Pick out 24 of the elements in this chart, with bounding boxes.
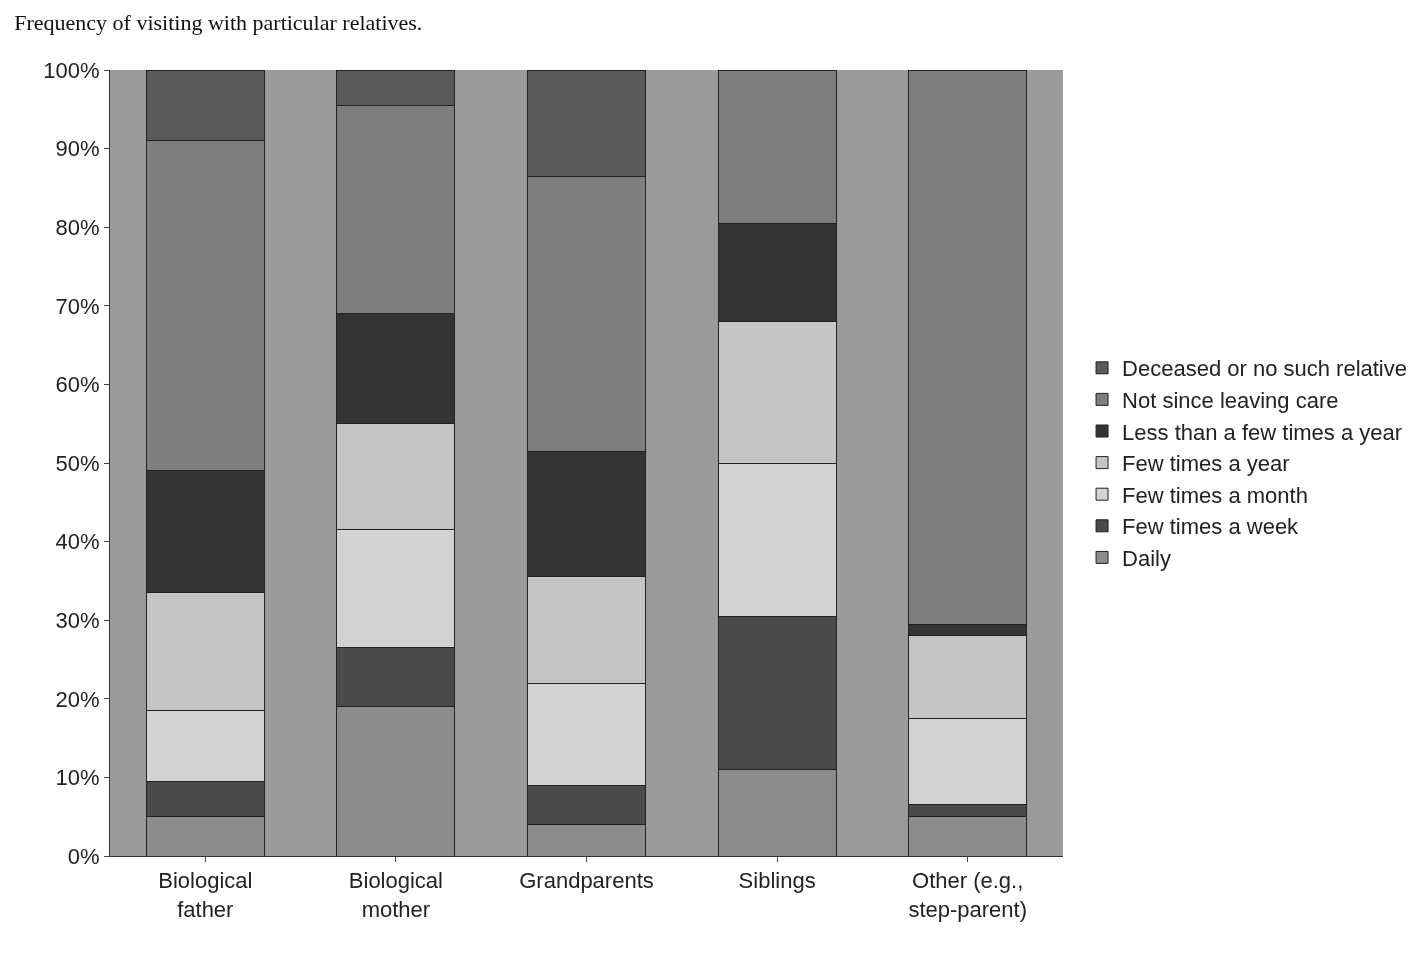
y-tick-label: 90% [55, 136, 100, 162]
x-tick-label: Siblings [738, 868, 816, 894]
legend-label: Few times a week [1122, 514, 1300, 540]
legend-label: Daily [1122, 545, 1171, 571]
x-tick-label: Biological father [158, 868, 253, 922]
y-tick-label: 100% [43, 57, 100, 83]
y-tick-label: 40% [55, 529, 100, 555]
y-tick-label: 80% [55, 214, 100, 240]
y-tick-label: 20% [55, 686, 100, 712]
y-tick-label: 50% [55, 450, 100, 476]
x-tick-label: Grandparents [519, 868, 654, 894]
y-tick-label: 70% [55, 293, 100, 319]
y-tick-label: 10% [55, 765, 100, 791]
x-tick-label: Biological mother [348, 868, 443, 922]
y-tick-label: 0% [67, 843, 100, 869]
chart-title: Frequency of visiting with particular relatives. [14, 9, 423, 35]
legend-label: Few times a month [1122, 482, 1308, 508]
legend-label: Deceased or no such relative [1122, 356, 1407, 382]
legend-label: Less than a few times a year [1122, 419, 1403, 445]
y-tick-label: 60% [55, 372, 100, 398]
x-tick-label: Other (e.g., step-parent) [908, 868, 1028, 922]
legend-label: Not since leaving care [1122, 387, 1339, 413]
y-tick-label: 30% [55, 607, 100, 633]
legend-label: Few times a year [1122, 451, 1290, 477]
